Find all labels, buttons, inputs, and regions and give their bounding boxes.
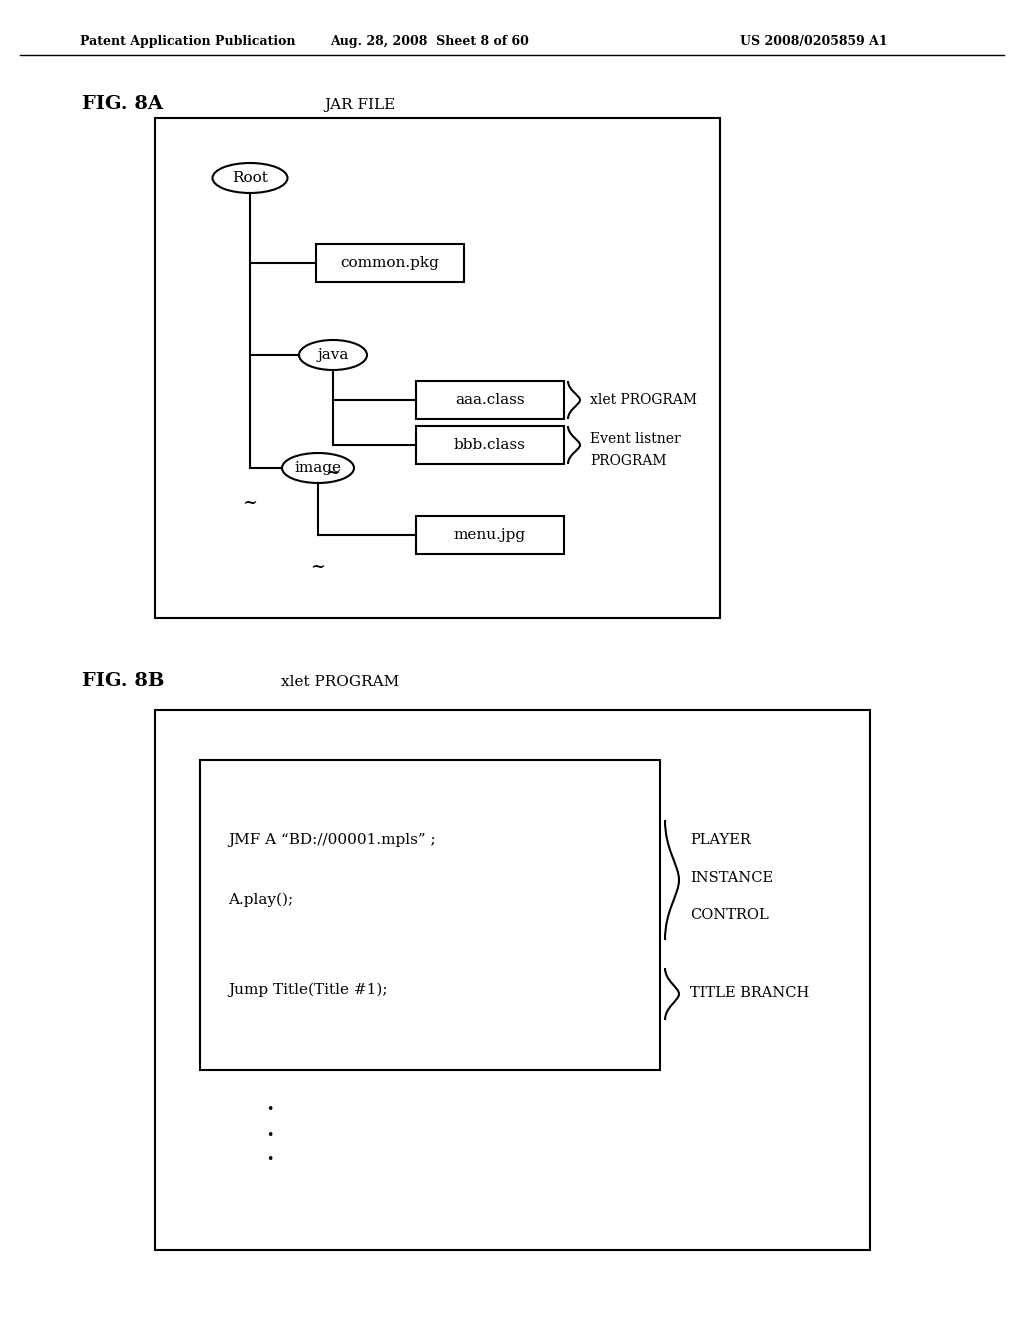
Bar <box>200 760 660 1071</box>
Text: PROGRAM: PROGRAM <box>590 454 667 469</box>
Text: bbb.class: bbb.class <box>454 438 526 451</box>
Text: TITLE BRANCH: TITLE BRANCH <box>690 986 809 1001</box>
Text: Aug. 28, 2008  Sheet 8 of 60: Aug. 28, 2008 Sheet 8 of 60 <box>331 36 529 49</box>
Text: aaa.class: aaa.class <box>456 393 525 407</box>
Text: ~: ~ <box>326 465 341 482</box>
Text: A.play();: A.play(); <box>228 892 293 907</box>
Text: menu.jpg: menu.jpg <box>454 528 526 543</box>
Bar <box>155 117 720 618</box>
Text: CONTROL: CONTROL <box>690 908 769 921</box>
Text: JMF A “BD://00001.mpls” ;: JMF A “BD://00001.mpls” ; <box>228 833 435 847</box>
Text: Event listner: Event listner <box>590 432 681 446</box>
Text: JAR FILE: JAR FILE <box>325 98 395 112</box>
Text: INSTANCE: INSTANCE <box>690 871 773 884</box>
Text: Root: Root <box>232 172 268 185</box>
Text: US 2008/0205859 A1: US 2008/0205859 A1 <box>740 36 888 49</box>
Ellipse shape <box>299 341 367 370</box>
Text: Patent Application Publication: Patent Application Publication <box>80 36 296 49</box>
Text: image: image <box>295 461 341 475</box>
Text: FIG. 8B: FIG. 8B <box>82 672 165 690</box>
Bar <box>416 381 564 418</box>
Bar <box>416 516 564 554</box>
Ellipse shape <box>282 453 354 483</box>
Text: ~: ~ <box>243 494 257 512</box>
Bar <box>416 426 564 465</box>
Text: xlet PROGRAM: xlet PROGRAM <box>281 675 399 689</box>
Ellipse shape <box>213 162 288 193</box>
Text: ~: ~ <box>310 558 326 576</box>
Text: xlet PROGRAM: xlet PROGRAM <box>590 393 697 407</box>
Bar <box>155 710 870 1250</box>
Text: •: • <box>266 1154 273 1167</box>
Text: •: • <box>266 1129 273 1142</box>
Text: •: • <box>266 1104 273 1117</box>
Text: FIG. 8A: FIG. 8A <box>82 95 163 114</box>
Text: common.pkg: common.pkg <box>341 256 439 271</box>
Text: java: java <box>317 348 349 362</box>
Text: PLAYER: PLAYER <box>690 833 751 847</box>
Text: Jump Title(Title #1);: Jump Title(Title #1); <box>228 983 387 997</box>
Bar <box>316 244 464 282</box>
